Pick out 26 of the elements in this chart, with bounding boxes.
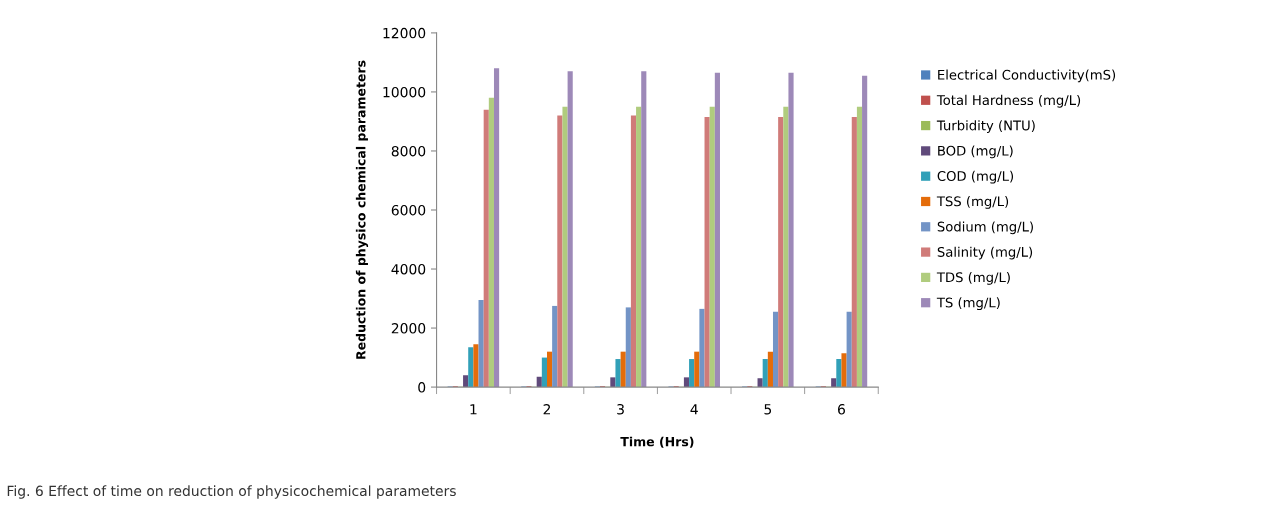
y-axis-title: Reduction of physico chemical parameters [355, 60, 369, 359]
legend-label: BOD (mg/L) [938, 145, 1013, 159]
y-tick-label: 10000 [383, 86, 426, 98]
x-tick-label: 5 [764, 404, 772, 415]
x-tick-label: 1 [470, 404, 477, 415]
legend-label: COD (mg/L) [937, 170, 1014, 184]
legend-label: TSS (mg/L) [936, 196, 1009, 209]
y-tick-label: 2000 [391, 323, 426, 334]
legend-label: Salinity (mg/L) [937, 246, 1033, 260]
legend-label: TDS (mg/L) [936, 272, 1010, 285]
y-tick-label: 8000 [391, 145, 426, 157]
legend-label: Sodium (mg/L) [937, 221, 1033, 235]
y-tick-label: 6000 [391, 204, 426, 216]
y-tick-label: 12000 [383, 27, 426, 39]
x-tick-label: 4 [690, 404, 698, 415]
legend-label: Turbidity (NTU) [936, 120, 1035, 133]
y-tick-label: 4000 [391, 263, 426, 275]
legend-label: TS (mg/L) [936, 297, 1000, 311]
x-tick-label: 6 [838, 404, 845, 415]
legend-label: Total Hardness (mg/L) [936, 94, 1081, 108]
caption: Fig. 6 Effect of time on reduction of physicochemical parameters [7, 485, 456, 499]
x-axis-title: Time (Hrs) [620, 436, 694, 448]
legend-label: Electrical Conductivity(mS) [938, 69, 1116, 83]
x-tick-label: 2 [543, 404, 551, 415]
x-tick-label: 3 [617, 404, 624, 415]
y-tick-label: 0 [418, 382, 426, 393]
